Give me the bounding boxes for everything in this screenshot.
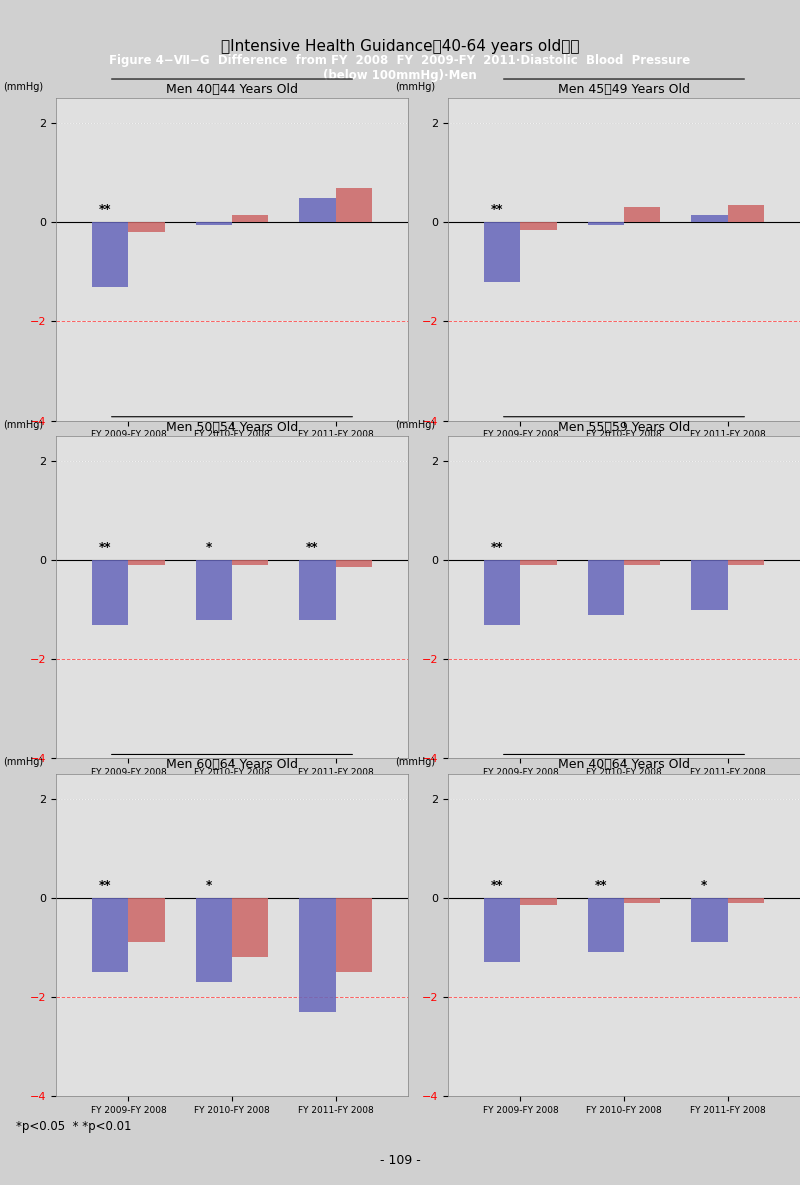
Text: *: * [206,542,212,555]
Bar [588,898,624,953]
Bar [624,898,660,903]
Bar [727,205,764,223]
Title: Men 45～49 Years Old: Men 45～49 Years Old [558,83,690,96]
Text: **: ** [491,542,503,555]
Bar [484,223,521,282]
Bar [232,898,268,957]
Bar [484,898,521,962]
Text: 【Intensive Health Guidance（40-64 years old）】: 【Intensive Health Guidance（40-64 years o… [221,39,579,55]
Bar [92,223,129,287]
Bar [727,898,764,903]
Bar [299,561,335,620]
Text: **: ** [306,542,318,555]
Text: **: ** [491,204,503,217]
Bar [624,561,660,565]
Bar [335,187,372,223]
Bar [588,223,624,225]
Bar [232,561,268,565]
Bar [691,214,727,223]
Bar [624,207,660,223]
Title: Men 60～64 Years Old: Men 60～64 Years Old [166,758,298,771]
Bar [727,561,764,565]
Title: Men 40～44 Years Old: Men 40～44 Years Old [166,83,298,96]
Bar [691,898,727,942]
Bar [521,561,557,565]
Title: Men 40～64 Years Old: Men 40～64 Years Old [558,758,690,771]
Legend: ■HG Intervention, ■HG Control: ■HG Intervention, ■HG Control [518,880,730,898]
Text: **: ** [99,879,111,892]
Bar [196,561,232,620]
Text: **: ** [99,542,111,555]
Bar [129,561,165,565]
Bar [92,561,129,624]
Legend: ■HG Intervention, ■HG Control: ■HG Intervention, ■HG Control [126,543,338,561]
Text: *: * [206,879,212,892]
Bar [299,898,335,1012]
Bar [299,198,335,223]
Text: (mmHg): (mmHg) [395,757,435,768]
Bar [521,223,557,230]
Text: (mmHg): (mmHg) [395,82,435,92]
Bar [196,898,232,982]
Text: (mmHg): (mmHg) [3,757,43,768]
Text: *: * [701,879,707,892]
Title: Men 50～54 Years Old: Men 50～54 Years Old [166,421,298,434]
Text: - 109 -: - 109 - [380,1154,420,1167]
Text: *p<0.05  * *p<0.01: *p<0.05 * *p<0.01 [16,1120,131,1133]
Bar [484,561,521,624]
Bar [335,898,372,972]
Bar [196,223,232,225]
Bar [691,561,727,609]
Legend: ■HG Intervention, ■HG Control: ■HG Intervention, ■HG Control [518,543,730,561]
Bar [232,214,268,223]
Legend: ■HG Intervention, ■HG Control: ■HG Intervention, ■HG Control [126,880,338,898]
Text: (mmHg): (mmHg) [395,419,435,430]
Bar [129,898,165,942]
Bar [129,223,165,232]
Text: (mmHg): (mmHg) [3,82,43,92]
Bar [92,898,129,972]
Text: **: ** [594,879,607,892]
Text: **: ** [491,879,503,892]
Bar [335,561,372,568]
Title: Men 55～59 Years Old: Men 55～59 Years Old [558,421,690,434]
Text: Figure 4−Ⅶ−G  Difference  from FY  2008  FY  2009-FY  2011·Diastolic  Blood  Pre: Figure 4−Ⅶ−G Difference from FY 2008 FY … [110,53,690,82]
Text: (mmHg): (mmHg) [3,419,43,430]
Bar [521,898,557,905]
Bar [588,561,624,615]
Text: **: ** [99,204,111,217]
